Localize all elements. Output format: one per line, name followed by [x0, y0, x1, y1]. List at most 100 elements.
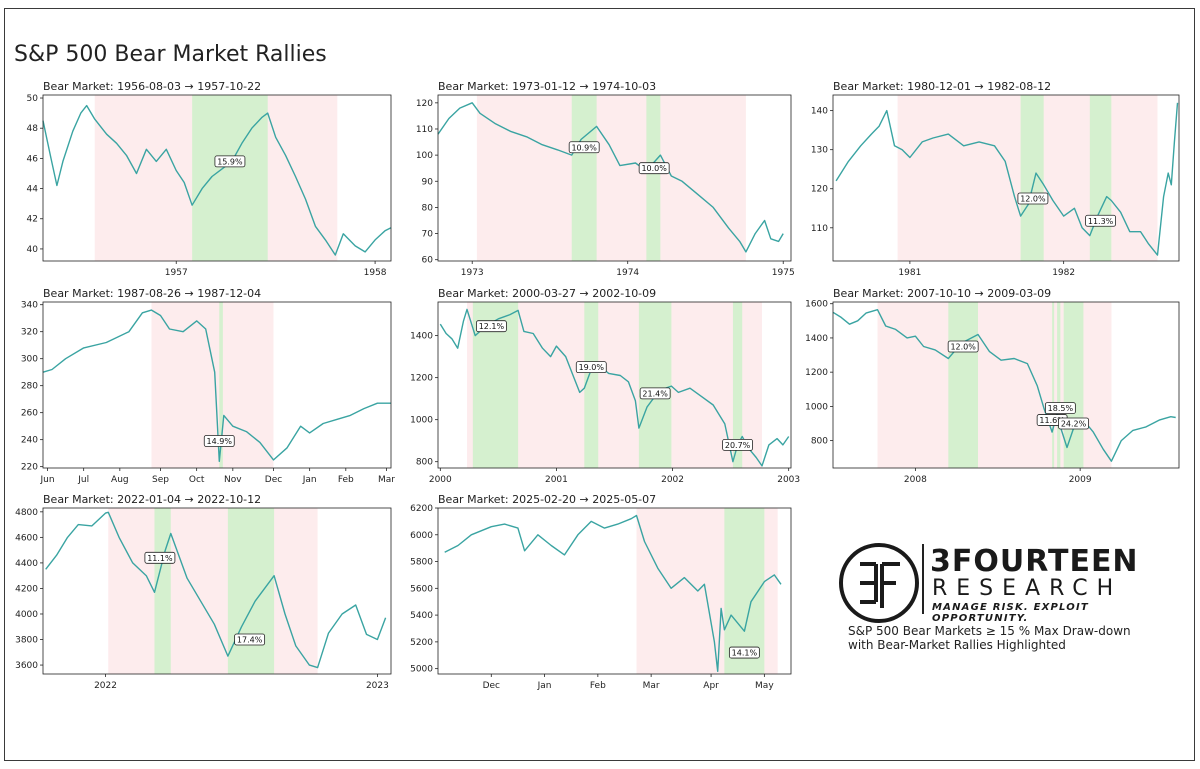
chart-panel-2: Bear Market: 1973-01-12 → 1974-10-03 60 70…: [416, 80, 795, 278]
y-tick-label: 3800: [15, 636, 38, 646]
plot-frame: [42, 301, 392, 469]
chart-panel-8: Bear Market: 2025-02-20 → 2025-05-07 5000…: [410, 493, 792, 691]
x-tick-label: 1957: [165, 268, 188, 278]
rally-label-box: [947, 340, 979, 353]
chart-title: Bear Market: 2025-02-20 → 2025-05-07: [438, 493, 656, 506]
rally-label-box: [214, 155, 246, 168]
y-tick-label: 130: [811, 146, 828, 156]
plot-frame: [832, 94, 1180, 262]
rally-label-box: [638, 162, 670, 175]
y-tick-label: 1400: [410, 332, 433, 342]
y-tick-label: 280: [21, 382, 38, 392]
rally-label: 14.9%: [207, 437, 233, 446]
y-tick-label: 800: [416, 458, 433, 468]
x-tick-label: Sep: [152, 475, 169, 485]
x-tick-label: Mar: [378, 475, 395, 485]
y-tick-label: 1200: [805, 368, 828, 378]
rally-span: [1052, 302, 1055, 468]
y-tick-label: 80: [422, 203, 434, 213]
plot-frame: [437, 507, 792, 675]
x-tick-label: 2000: [429, 475, 452, 485]
x-tick-label: Mar: [643, 681, 660, 691]
y-tick-label: 50: [27, 94, 39, 104]
plot-frame: [42, 94, 392, 262]
x-tick-label: Feb: [590, 681, 606, 691]
x-tick-label: Dec: [265, 475, 282, 485]
rally-span: [638, 302, 672, 468]
x-tick-label: 1981: [898, 268, 921, 278]
x-tick-label: Feb: [338, 475, 354, 485]
plot-frame: [832, 301, 1180, 469]
x-tick-label: 1958: [364, 268, 387, 278]
x-tick-label: 2009: [1069, 475, 1092, 485]
chart-title: Bear Market: 1956-08-03 → 1957-10-22: [43, 80, 261, 93]
x-tick-label: 1973: [461, 268, 484, 278]
y-tick-label: 60: [422, 256, 434, 266]
rally-label: 11.1%: [147, 554, 173, 563]
rally-label-box: [728, 646, 760, 659]
bear-market-span: [108, 508, 318, 674]
rally-span: [227, 508, 275, 674]
page-title: S&P 500 Bear Market Rallies: [14, 42, 327, 67]
x-tick-label: 2008: [904, 475, 927, 485]
x-tick-label: Aug: [111, 475, 129, 485]
rally-span: [192, 95, 268, 261]
rally-label: 18.5%: [1048, 404, 1074, 413]
rally-label-box: [1017, 192, 1049, 205]
chart-title: Bear Market: 2007-10-10 → 2009-03-09: [833, 287, 1051, 300]
y-tick-label: 44: [27, 185, 39, 195]
rally-span: [948, 302, 978, 468]
chart-panel-4: Bear Market: 1987-08-26 → 1987-12-04 220 2…: [21, 287, 395, 485]
y-tick-label: 6200: [410, 504, 433, 514]
y-tick-label: 100: [416, 151, 433, 161]
y-tick-label: 1400: [805, 334, 828, 344]
y-tick-label: 4000: [15, 610, 38, 620]
x-tick-label: Apr: [703, 681, 719, 691]
price-series-line: [832, 309, 1176, 462]
rally-label: 19.0%: [579, 363, 605, 372]
chart-panel-5: Bear Market: 2000-03-27 → 2002-10-09 800 1…: [410, 287, 800, 485]
chart-title: Bear Market: 1973-01-12 → 1974-10-03: [438, 80, 656, 93]
rally-span: [1089, 95, 1112, 261]
rally-label-box: [203, 435, 235, 447]
x-tick-label: 2003: [777, 475, 800, 485]
y-tick-label: 5600: [410, 584, 433, 594]
x-tick-label: Jan: [537, 681, 552, 691]
plot-frame: [437, 301, 792, 469]
chart-panel-3: Bear Market: 1980-12-01 → 1982-08-12 110 1…: [811, 80, 1180, 278]
rally-span: [154, 508, 171, 674]
rally-label-box: [144, 551, 176, 564]
rally-label-box: [722, 438, 753, 451]
rally-label: 12.1%: [479, 322, 505, 331]
rally-span: [1020, 95, 1044, 261]
x-tick-label: Jul: [77, 475, 89, 485]
x-tick-label: 2002: [661, 475, 684, 485]
chart-title: Bear Market: 2000-03-27 → 2002-10-09: [438, 287, 656, 300]
rally-label: 10.9%: [571, 143, 597, 152]
chart-panel-1: Bear Market: 1956-08-03 → 1957-10-22 40 42…: [27, 80, 392, 278]
logo-block: 3FOURTEEN RESEARCH MANAGE RISK. EXPLOIT …: [838, 542, 1158, 662]
x-tick-label: Dec: [483, 681, 500, 691]
x-tick-label: 1982: [1052, 268, 1075, 278]
y-tick-label: 42: [27, 215, 38, 225]
y-tick-label: 6000: [410, 531, 433, 541]
x-tick-label: Oct: [189, 475, 205, 485]
y-tick-label: 220: [21, 463, 38, 473]
rally-span: [584, 302, 599, 468]
rally-label: 14.1%: [732, 649, 758, 658]
rally-label: 12.0%: [950, 342, 976, 351]
price-series-line: [437, 102, 784, 253]
caption-line-1: S&P 500 Bear Markets ≥ 15 % Max Draw-dow…: [848, 624, 1131, 638]
logo-subtitle: RESEARCH: [932, 576, 1123, 601]
x-tick-label: Jan: [302, 475, 317, 485]
y-tick-label: 4800: [15, 508, 38, 518]
rally-label-box: [234, 633, 266, 646]
chart-caption: S&P 500 Bear Markets ≥ 15 % Max Draw-dow…: [848, 624, 1131, 652]
y-tick-label: 120: [416, 99, 433, 109]
rally-label-box: [639, 387, 671, 400]
price-series-line: [42, 309, 391, 462]
outer-frame: [4, 8, 1195, 761]
logo-mark-icon: [839, 543, 919, 623]
x-tick-label: 2001: [545, 475, 568, 485]
